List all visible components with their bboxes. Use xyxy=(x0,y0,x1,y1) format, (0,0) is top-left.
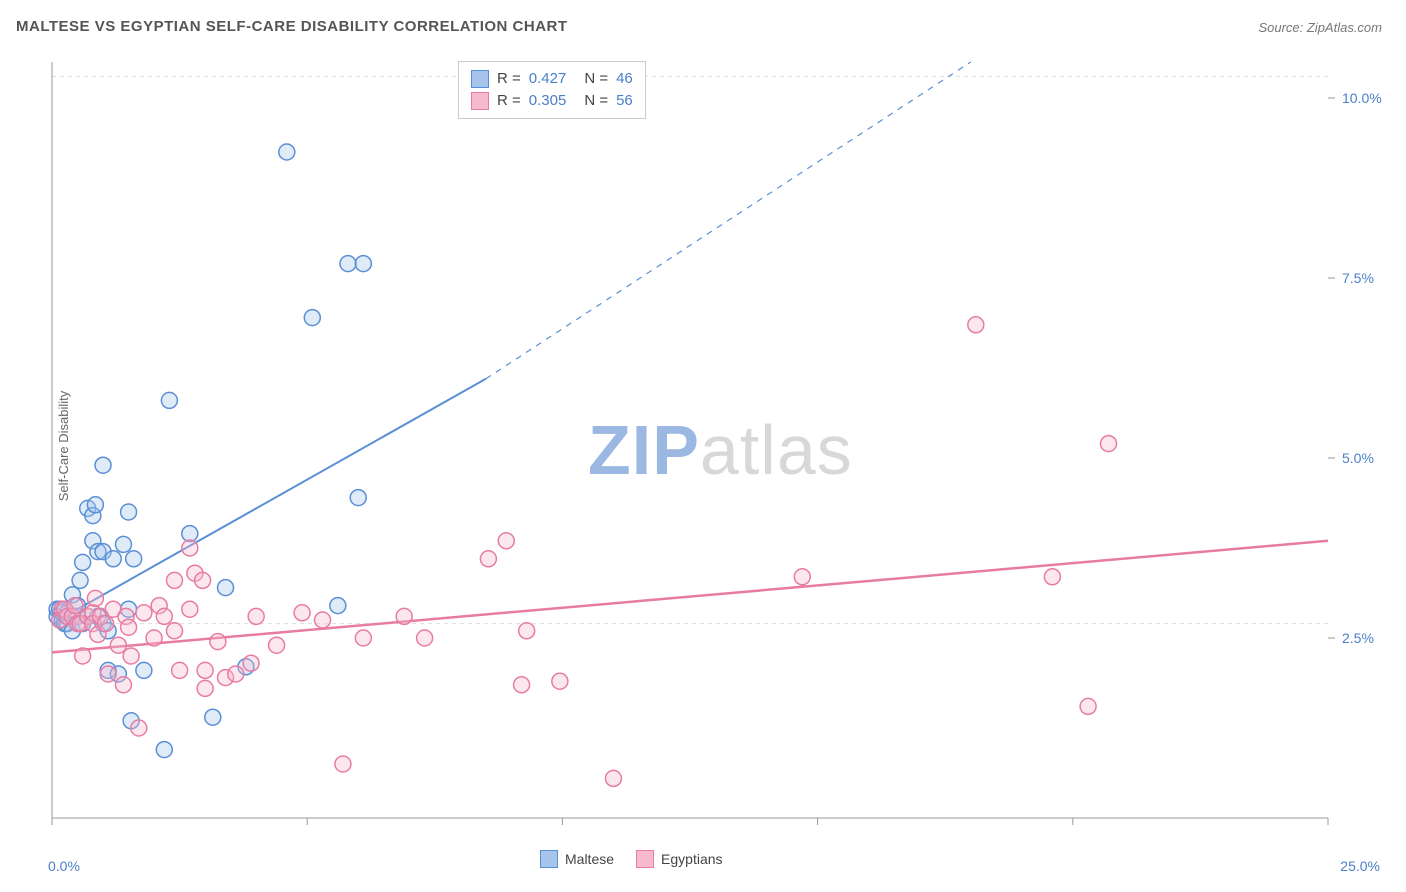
n-label: N = xyxy=(584,68,608,90)
r-label: R = xyxy=(497,68,521,90)
x-tick-min: 0.0% xyxy=(48,858,80,874)
stats-row-maltese: R = 0.427 N = 46 xyxy=(471,68,633,90)
legend-item-maltese: Maltese xyxy=(540,850,614,868)
chart-plot-area: 2.5%5.0%7.5%10.0% ZIPatlas R = 0.427 N =… xyxy=(48,58,1388,848)
stats-row-egyptians: R = 0.305 N = 56 xyxy=(471,90,633,112)
legend-label-egyptians: Egyptians xyxy=(661,851,722,867)
svg-text:2.5%: 2.5% xyxy=(1342,630,1374,646)
source-prefix: Source: xyxy=(1258,20,1306,35)
swatch-maltese xyxy=(540,850,558,868)
chart-svg: 2.5% 5.0% 7.5% 10.0% xyxy=(48,58,1388,848)
r-label: R = xyxy=(497,90,521,112)
legend-item-egyptians: Egyptians xyxy=(636,850,722,868)
maltese-r-value: 0.427 xyxy=(529,68,567,90)
stats-legend: R = 0.427 N = 46 R = 0.305 N = 56 xyxy=(458,61,646,119)
swatch-egyptians xyxy=(636,850,654,868)
series-legend: Maltese Egyptians xyxy=(540,850,723,868)
source-name: ZipAtlas.com xyxy=(1307,20,1382,35)
egyptians-n-value: 56 xyxy=(616,90,633,112)
source-credit: Source: ZipAtlas.com xyxy=(1258,20,1382,35)
svg-text:5.0%: 5.0% xyxy=(1342,450,1374,466)
legend-label-maltese: Maltese xyxy=(565,851,614,867)
maltese-n-value: 46 xyxy=(616,68,633,90)
swatch-egyptians xyxy=(471,92,489,110)
chart-title: MALTESE VS EGYPTIAN SELF-CARE DISABILITY… xyxy=(16,18,568,35)
x-tick-max: 25.0% xyxy=(1340,858,1380,874)
svg-text:7.5%: 7.5% xyxy=(1342,270,1374,286)
swatch-maltese xyxy=(471,70,489,88)
n-label: N = xyxy=(584,90,608,112)
svg-text:10.0%: 10.0% xyxy=(1342,90,1382,106)
egyptians-r-value: 0.305 xyxy=(529,90,567,112)
